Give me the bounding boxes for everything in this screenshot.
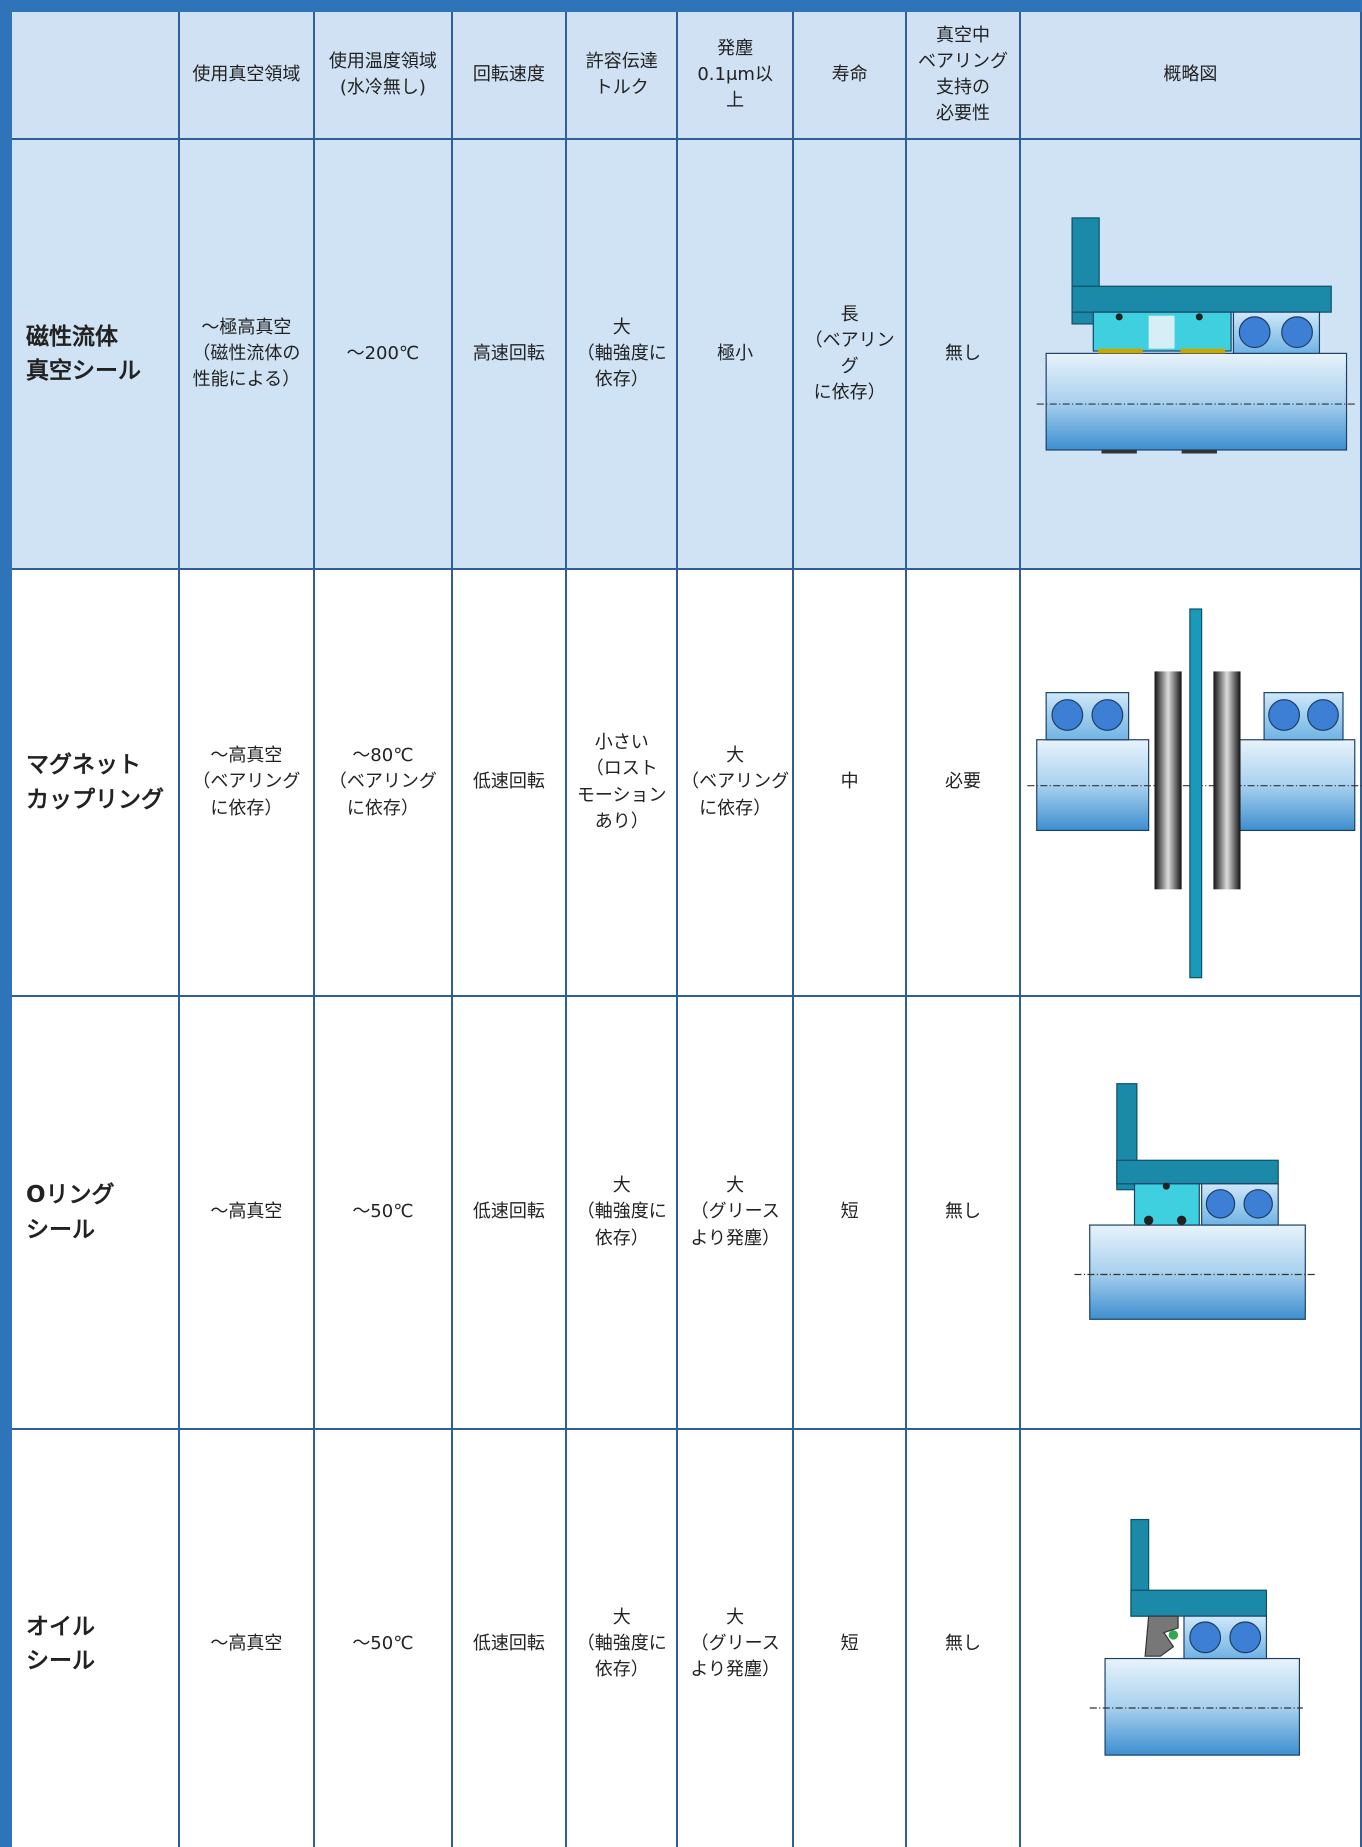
table-cell: 低速回転 — [450, 568, 568, 997]
table-cell: 中 — [791, 568, 908, 997]
table-cell: 低速回転 — [450, 995, 568, 1430]
table-cell: 大 （グリース より発塵） — [676, 995, 794, 1430]
table-cell: 無し — [905, 995, 1021, 1430]
table-cell: 大 （軸強度に 依存） — [565, 995, 679, 1430]
table-cell: ～高真空 — [177, 1428, 316, 1847]
row-name: オイル シール — [5, 1428, 180, 1847]
diagram-cell — [1018, 1428, 1362, 1847]
table-cell: 大 （ベアリング に依存） — [676, 568, 794, 997]
table-row: オイル シール ～高真空 ～50℃ 低速回転大 （軸強度に 依存）大 （グリース より… — [5, 1428, 1362, 1847]
diagram-cell — [1018, 995, 1362, 1430]
header-cell: 許容伝達 トルク — [565, 5, 679, 140]
table-cell: 大 （軸強度に 依存） — [565, 138, 679, 570]
table-cell: 短 — [791, 1428, 908, 1847]
table-row: マグネット カップリング ～高真空 （ベアリング に依存） ～80℃ （ベアリング … — [5, 568, 1362, 997]
diagram-cell — [1018, 568, 1362, 997]
header-cell: 回転速度 — [450, 5, 568, 140]
header-cell: 発塵 0.1μm以 上 — [676, 5, 794, 140]
header-cell: 概略図 — [1018, 5, 1362, 140]
row-name: Oリング シール — [5, 995, 180, 1430]
header-cell: 真空中 ベアリング 支持の 必要性 — [905, 5, 1021, 140]
table-cell: 短 — [791, 995, 908, 1430]
header-cell: 使用真空領域 — [177, 5, 316, 140]
table-cell: ～高真空 （ベアリング に依存） — [177, 568, 316, 997]
header-corner — [5, 5, 180, 140]
header-row: 使用真空領域 使用温度領域 (水冷無し) 回転速度 許容伝達 トルク 発塵 0.1μm以… — [5, 5, 1362, 140]
table-row: 磁性流体 真空シール ～極高真空 （磁性流体の 性能による） ～200℃ 高速回転大 … — [5, 138, 1362, 570]
table-row: Oリング シール ～高真空 ～50℃ 低速回転大 （軸強度に 依存）大 （グリース よ… — [5, 995, 1362, 1430]
table-cell: 無し — [905, 138, 1021, 570]
table-cell: ～80℃ （ベアリング に依存） — [313, 568, 453, 997]
table-cell: 小さい （ロスト モーション あり） — [565, 568, 679, 997]
table-cell: 高速回転 — [450, 138, 568, 570]
header-cell: 使用温度領域 (水冷無し) — [313, 5, 453, 140]
table-cell: ～200℃ — [313, 138, 453, 570]
table-cell: 無し — [905, 1428, 1021, 1847]
header-cell: 寿命 — [791, 5, 908, 140]
row-name: 磁性流体 真空シール — [5, 138, 180, 570]
table-cell: ～高真空 — [177, 995, 316, 1430]
table-cell: 大 （軸強度に 依存） — [565, 1428, 679, 1847]
table-cell: 必要 — [905, 568, 1021, 997]
row-name: マグネット カップリング — [5, 568, 180, 997]
table-cell: ～50℃ — [313, 995, 453, 1430]
table-cell: 極小 — [676, 138, 794, 570]
table-cell: ～50℃ — [313, 1428, 453, 1847]
table-cell: ～極高真空 （磁性流体の 性能による） — [177, 138, 316, 570]
table-cell: 長 （ベアリング に依存） — [791, 138, 908, 570]
diagram-cell — [1018, 138, 1362, 570]
table-cell: 大 （グリース より発塵） — [676, 1428, 794, 1847]
table-cell: 低速回転 — [450, 1428, 568, 1847]
